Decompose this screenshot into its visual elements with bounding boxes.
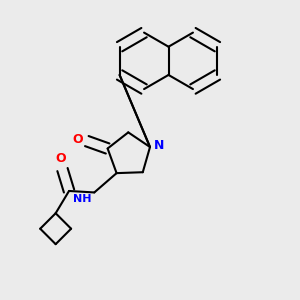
Text: O: O [56, 152, 66, 165]
Text: NH: NH [74, 194, 92, 204]
Text: N: N [154, 139, 164, 152]
Text: O: O [73, 133, 83, 146]
